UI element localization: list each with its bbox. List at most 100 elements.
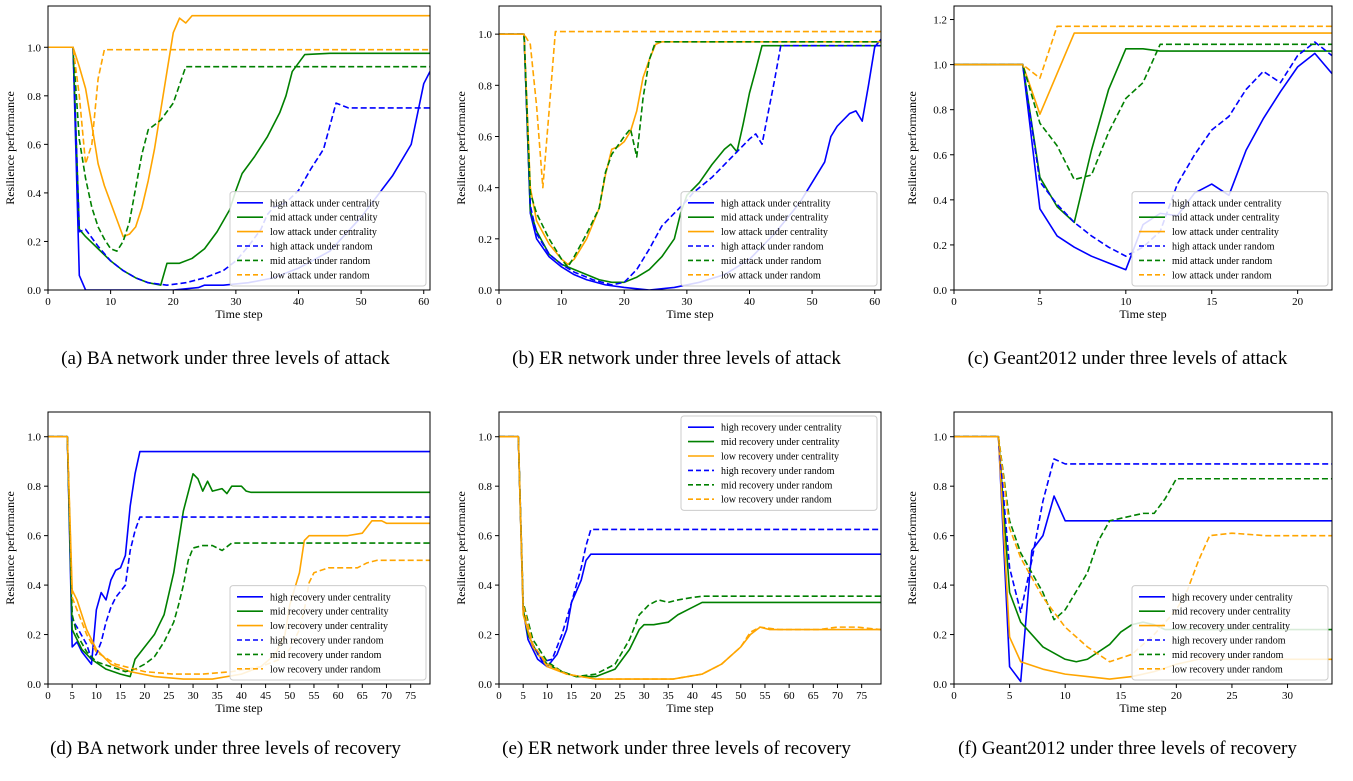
x-axis-label-d: Time step (215, 701, 262, 715)
y-tick-label-d-5: 1.0 (27, 432, 41, 444)
caption-a: (a) BA network under three levels of att… (61, 348, 390, 369)
y-axis-label-e: Resilience performance (454, 491, 468, 605)
x-tick-label-f-2: 10 (1060, 690, 1072, 702)
series-line-b-4 (499, 33, 881, 268)
series-line-f-5 (954, 435, 1332, 663)
x-tick-label-f-3: 15 (1115, 690, 1127, 702)
series-line-f-4 (954, 435, 1332, 621)
y-tick-label-b-3: 0.6 (478, 131, 492, 143)
series-line-d-1 (48, 435, 430, 678)
axes-frame-b (498, 5, 882, 291)
y-tick-label-d-2: 0.4 (27, 580, 41, 592)
series-group-d (48, 435, 430, 680)
legend-f: high recovery under centrality mid recove… (1131, 585, 1329, 681)
y-tick-label-a-3: 0.6 (27, 139, 41, 151)
x-tick-label-d-12: 60 (333, 690, 345, 702)
legend-label-c-4: mid attack under random (1172, 256, 1272, 267)
series-line-a-5 (48, 46, 430, 165)
x-tick-label-e-13: 65 (808, 690, 820, 702)
y-tick-label-c-2: 0.4 (933, 195, 947, 207)
panel-b: 0 10 20 30 40 50 60 0.0 0.2 0.4 0.6 0.8 1.0 Time step… (451, 0, 902, 383)
legend-box-e (680, 415, 878, 511)
y-tick-label-c-0: 0.0 (933, 285, 947, 297)
legend-label-d-4: mid recovery under random (270, 650, 382, 661)
panel-c: 0 5 10 15 20 0.0 0.2 0.4 0.6 0.8 1.0 1.2 Time step Re… (902, 0, 1353, 383)
legend-label-d-3: high recovery under random (270, 636, 384, 647)
legend-label-e-0: high recovery under centrality (721, 423, 842, 434)
series-line-e-5 (499, 435, 881, 680)
x-tick-label-d-1: 5 (69, 690, 75, 702)
x-tick-label-b-0: 0 (496, 296, 502, 308)
legend-label-f-4: mid recovery under random (1172, 650, 1284, 661)
legend-c: high attack under centrality mid attack u… (1131, 191, 1329, 287)
x-tick-label-f-1: 5 (1007, 690, 1013, 702)
legend-label-a-3: high attack under random (270, 242, 373, 253)
legend-box-f (1131, 585, 1329, 681)
x-tick-label-d-4: 20 (139, 690, 151, 702)
legend-label-a-5: low attack under random (270, 270, 370, 281)
series-line-d-4 (48, 435, 430, 673)
y-tick-label-e-0: 0.0 (478, 679, 492, 691)
series-line-c-4 (954, 43, 1332, 181)
x-tick-label-d-13: 65 (357, 690, 369, 702)
series-line-c-5 (954, 25, 1332, 79)
x-tick-label-a-5: 50 (356, 296, 368, 308)
legend-label-e-5: low recovery under random (721, 495, 832, 506)
x-tick-label-a-2: 20 (168, 296, 180, 308)
y-tick-label-a-4: 0.8 (27, 91, 41, 103)
legend-label-e-4: mid recovery under random (721, 480, 833, 491)
caption-b: (b) ER network under three levels of att… (512, 348, 841, 369)
panel-d: 0 5 10 15 20 25 30 35 40 45 50 55 60 65 70 75 0.0 0.2 0.4 0… (0, 398, 451, 781)
x-tick-label-f-0: 0 (951, 690, 957, 702)
legend-label-f-0: high recovery under centrality (1172, 592, 1293, 603)
x-tick-label-c-3: 15 (1206, 296, 1218, 308)
y-tick-label-f-1: 0.2 (933, 630, 947, 642)
legend-e: high recovery under centrality mid recove… (680, 415, 878, 511)
series-line-e-4 (499, 435, 881, 678)
legend-b: high attack under centrality mid attack u… (680, 191, 878, 287)
x-tick-label-d-8: 40 (236, 690, 248, 702)
caption-f: (f) Geant2012 under three levels of reco… (958, 738, 1297, 759)
x-tick-label-d-10: 50 (284, 690, 296, 702)
legend-d: high recovery under centrality mid recove… (229, 585, 427, 681)
legend-a: high attack under centrality mid attack u… (229, 191, 427, 287)
legend-label-b-2: low attack under centrality (721, 227, 828, 238)
y-tick-label-f-5: 1.0 (933, 432, 947, 444)
x-tick-label-e-6: 30 (639, 690, 651, 702)
x-tick-label-d-11: 55 (308, 690, 320, 702)
x-tick-label-f-4: 20 (1171, 690, 1183, 702)
x-tick-label-d-0: 0 (45, 690, 51, 702)
chart-f: 0 5 10 15 20 25 30 0.0 0.2 0.4 0.6 0.8 1.0 Time step R… (905, 411, 1333, 715)
x-axis-label-e: Time step (666, 701, 713, 715)
legend-label-b-4: mid attack under random (721, 256, 821, 267)
x-tick-label-d-15: 75 (405, 690, 417, 702)
legend-label-c-3: high attack under random (1172, 242, 1275, 253)
series-line-a-1 (48, 46, 430, 286)
legend-label-a-2: low attack under centrality (270, 227, 377, 238)
legend-label-f-5: low recovery under random (1172, 664, 1283, 675)
legend-label-e-3: high recovery under random (721, 466, 835, 477)
x-tick-label-f-6: 30 (1282, 690, 1294, 702)
series-line-d-0 (48, 435, 430, 666)
x-tick-label-a-4: 40 (293, 296, 305, 308)
y-tick-label-c-6: 1.2 (933, 15, 947, 27)
x-tick-label-b-5: 50 (807, 296, 819, 308)
panel-e: 0 5 10 15 20 25 30 35 40 45 50 55 60 65 70 75 0.0 0.2 0.4 0… (451, 398, 902, 781)
y-tick-label-b-2: 0.4 (478, 183, 492, 195)
axes-frame-c (953, 5, 1333, 291)
legend-label-d-5: low recovery under random (270, 664, 381, 675)
y-tick-label-f-0: 0.0 (933, 679, 947, 691)
series-group-e (499, 435, 881, 680)
chart-e: 0 5 10 15 20 25 30 35 40 45 50 55 60 65 70 75 0.0 0.2 0.4 0… (454, 411, 882, 715)
legend-label-d-1: mid recovery under centrality (270, 607, 389, 618)
x-tick-label-e-10: 50 (735, 690, 747, 702)
series-line-d-3 (48, 435, 430, 661)
series-line-c-2 (954, 32, 1332, 115)
x-tick-label-e-9: 45 (711, 690, 723, 702)
x-axis-label-f: Time step (1119, 701, 1166, 715)
x-tick-label-e-15: 75 (856, 690, 868, 702)
panel-a: 0 10 20 30 40 50 60 0.0 0.2 0.4 0.6 0.8 1.0 Time step… (0, 0, 451, 383)
caption-e: (e) ER network under three levels of rec… (502, 738, 851, 759)
caption-c: (c) Geant2012 under three levels of atta… (967, 348, 1288, 369)
